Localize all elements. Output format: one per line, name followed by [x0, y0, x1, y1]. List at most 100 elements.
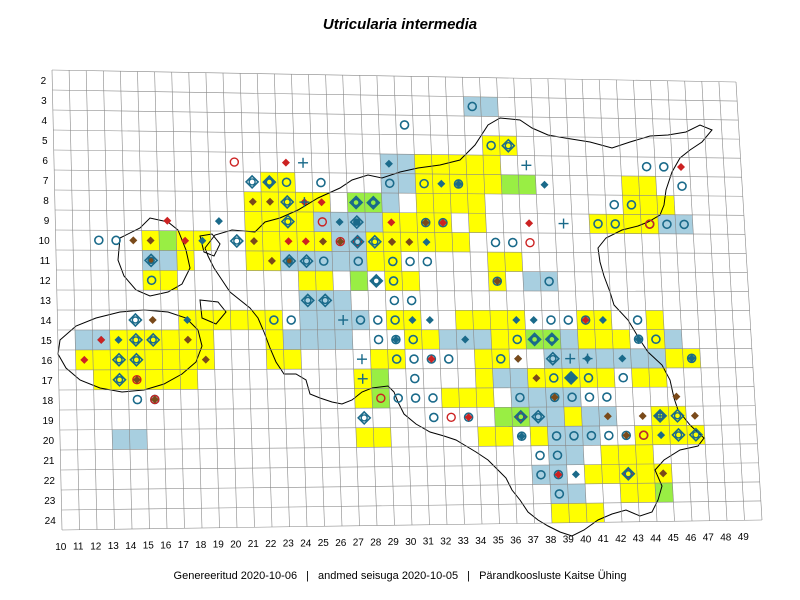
occurrence-ring-red [525, 237, 535, 248]
occurrence-ring-blue [552, 450, 563, 461]
grid-cell-light-blue [546, 406, 565, 427]
grid-cell-light-blue [351, 310, 370, 330]
grid-cell-yellow [476, 387, 495, 408]
column-label: 17 [178, 540, 190, 551]
row-label: 2 [41, 76, 47, 87]
grid-line-vertical [120, 71, 133, 530]
row-label: 22 [44, 476, 56, 487]
grid-cell-yellow [127, 329, 145, 350]
grid-cell-light-blue [463, 96, 482, 117]
occurrence-diamond-ring-center [285, 257, 293, 265]
occurrence-ring-blue [353, 256, 364, 267]
occurrence-ring-blue [548, 373, 559, 383]
grid-cell-yellow [415, 193, 434, 213]
occurrence-diamond-blue [422, 238, 431, 247]
grid-cell-yellow [606, 214, 625, 234]
occurrence-diamond-ring [544, 332, 560, 347]
occurrence-diamond-ring-center [674, 431, 683, 439]
grid-cell-light-blue [316, 290, 335, 311]
grid-line-vertical [564, 78, 588, 523]
occurrence-ring-blue [443, 354, 454, 364]
grid-cell-yellow [415, 173, 434, 194]
grid-cell-yellow [483, 174, 502, 195]
row-label: 5 [42, 136, 48, 147]
occurrence-diamond-ring [357, 410, 372, 426]
occurrence-ring-blue [546, 315, 556, 325]
grid-cell-yellow [594, 329, 614, 349]
grid-cell-yellow [264, 310, 283, 330]
grid-cell-yellow [634, 425, 653, 445]
grid-cell-yellow [434, 232, 453, 252]
occurrence-diamond-ring [111, 352, 127, 367]
occurrence-ring-blue [391, 354, 402, 364]
grid-cell-yellow [110, 369, 129, 390]
grid-line-vertical [342, 75, 360, 526]
grid-line-horizontal [56, 269, 748, 273]
occurrence-diamond-brown [405, 238, 414, 246]
grid-line-vertical [633, 80, 658, 522]
occurrence-diamond-ring-center [372, 277, 380, 285]
grid-cell-yellow [668, 406, 687, 426]
occurrence-ring-blue [662, 219, 672, 230]
occurrence-ring-blue [146, 275, 157, 286]
column-label: 45 [668, 533, 680, 544]
occurrence-diamond-ring [128, 332, 144, 348]
occurrence-diamond-ring-center [673, 412, 682, 420]
column-label: 42 [615, 534, 627, 545]
occurrence-diamond-ring-center [248, 178, 256, 186]
grid-cell-yellow [586, 503, 605, 523]
occurrence-diamond-blue [634, 335, 643, 344]
occurrence-ring-blue [351, 197, 361, 208]
occurrence-markers [80, 101, 704, 499]
grid-cell-light-blue [548, 445, 567, 465]
occurrence-ring-blue [94, 235, 104, 246]
grid-line-vertical [188, 72, 203, 529]
grid-line-horizontal [52, 109, 739, 121]
grid-cell-yellow [373, 427, 392, 448]
grid-line-vertical [171, 72, 185, 529]
occurrence-diamond-ring-center [534, 413, 542, 421]
occurrence-ring-blue [535, 450, 545, 461]
occurrence-diamond-ring [366, 195, 381, 210]
occurrence-ring-blue [569, 430, 579, 441]
row-label: 13 [40, 296, 52, 307]
grid-cell-yellow [355, 427, 374, 448]
grid-cell-yellow [365, 232, 384, 252]
grid-line-horizontal [59, 424, 757, 431]
occurrence-diamond-ring [513, 409, 528, 425]
occurrence-diamond-blue [540, 180, 549, 189]
grid-cell-yellow [465, 154, 484, 175]
grid-cell-yellow [638, 176, 657, 196]
occurrence-diamond-red [464, 413, 473, 422]
grid-cell-yellow [213, 310, 231, 330]
grid-cell-yellow [645, 310, 665, 330]
occurrence-diamond-ring-center [567, 374, 575, 382]
grid-cell-yellow [448, 154, 467, 175]
grid-cell-yellow [144, 349, 163, 370]
occurrence-ring-blue [409, 354, 419, 364]
column-label: 20 [230, 539, 242, 550]
occurrence-ring-blue [651, 334, 661, 345]
occurrence-diamond-brown [248, 197, 257, 206]
occurrence-diamond-brown [319, 237, 327, 246]
grid-cell-light-blue [112, 429, 130, 450]
grid-cell-yellow [584, 464, 603, 484]
occurrence-diamond-red [438, 218, 447, 227]
occurrence-ring-blue [515, 392, 525, 403]
occurrence-diamond-red [163, 216, 172, 225]
occurrence-diamond-brown [132, 375, 141, 384]
grid-cell-yellow [588, 214, 608, 234]
occurrence-ring-blue [316, 177, 326, 188]
grid-cell-yellow [563, 406, 583, 427]
grid-cell-yellow [474, 349, 493, 369]
grid-cell-light-blue [473, 329, 492, 350]
occurrence-diamond-ring-center [549, 354, 557, 363]
grid-cell-light-blue [528, 387, 547, 408]
grid-cell-light-blue [581, 406, 600, 427]
occurrence-diamond-brown [146, 236, 155, 245]
occurrence-diamond-ring [367, 234, 382, 249]
occurrence-ring-blue [269, 315, 279, 325]
occurrence-ring-blue [368, 197, 379, 208]
occurrence-diamond-red [97, 335, 106, 344]
grid-line-horizontal [58, 386, 755, 391]
